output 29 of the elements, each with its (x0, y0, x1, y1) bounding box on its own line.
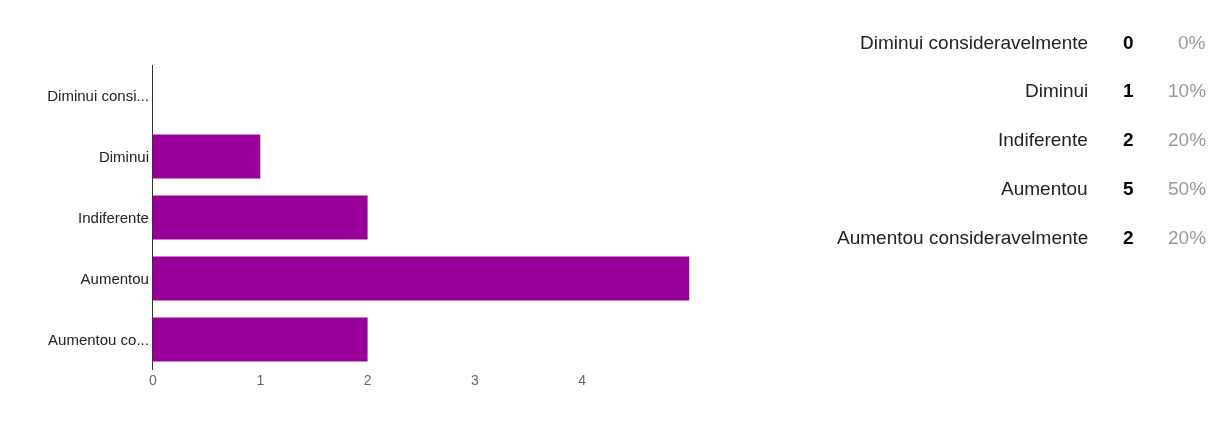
category-label: Diminui consideravelmente (860, 32, 1089, 53)
data-label: 0 (1123, 32, 1134, 53)
data-label: 2 (1123, 227, 1134, 248)
x-tick-label: 3 (470, 372, 479, 389)
x-tick-label: 4 (578, 372, 587, 389)
data-label: 1 (1123, 80, 1134, 101)
text: 50% (1168, 178, 1207, 199)
bar (152, 317, 368, 362)
y-tick-label: Aumentou (80, 269, 149, 287)
bar (152, 256, 690, 301)
x-tick-label: 2 (363, 372, 372, 389)
category-label: Aumentou (1001, 178, 1088, 199)
text: 20% (1168, 129, 1207, 150)
y-tick-label: Diminui consi... (47, 86, 149, 104)
category-label: Diminui (1025, 80, 1089, 101)
text: 20% (1168, 227, 1207, 248)
x-tick-label: 0 (149, 372, 158, 389)
text: 0% (1178, 32, 1206, 53)
y-tick-label: Aumentou co... (48, 330, 149, 348)
data-label: 5 (1123, 178, 1134, 199)
bar (152, 195, 368, 240)
data-label: 2 (1123, 129, 1134, 150)
bar (152, 134, 261, 179)
y-tick-label: Indiferente (78, 208, 149, 226)
y-tick-label: Diminui (98, 147, 149, 165)
text: 10% (1168, 80, 1207, 101)
category-label: Indiferente (998, 129, 1088, 150)
x-tick-label: 1 (256, 372, 265, 389)
category-label: Aumentou consideravelmente (837, 227, 1089, 248)
